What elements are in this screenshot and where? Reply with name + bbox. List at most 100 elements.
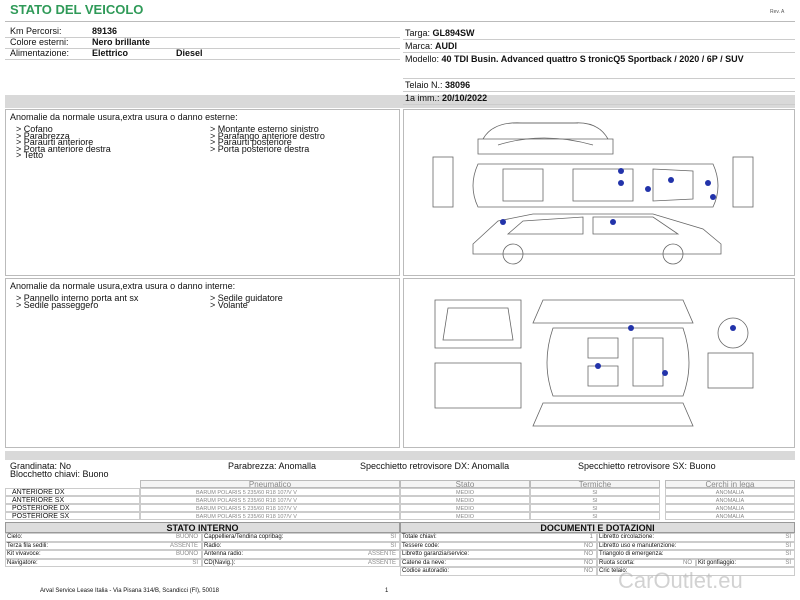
- cell-value: NO: [584, 559, 593, 566]
- page-number: 1: [385, 588, 389, 594]
- cell-label: Radio:: [204, 542, 222, 549]
- cell-label: Navigatore:: [7, 559, 38, 566]
- check: Blocchetto chiavi: Buono: [10, 469, 109, 479]
- info-value: Nero brillante: [92, 37, 151, 47]
- info-value: Elettrico: [92, 48, 129, 58]
- cell-value: NO: [584, 568, 593, 574]
- cell-value: ASSENTE: [169, 542, 198, 549]
- cell-box: [400, 550, 597, 559]
- tire-cell: SI: [530, 488, 660, 496]
- cell-label: Kit vivavoce:: [7, 551, 41, 557]
- cell-value: ASSENTE: [367, 551, 396, 557]
- tire-cell: MEDIO: [400, 488, 530, 496]
- cell-box: [5, 533, 202, 542]
- cell-label: Terza fila sedili:: [7, 542, 49, 549]
- tire-cell: BARUM POLARIS 5 235/60 R18 107/V V: [140, 512, 400, 520]
- damage-dot: [595, 363, 601, 369]
- interior-doors: [532, 299, 694, 427]
- list-item: > Parafango anteriore destro: [210, 130, 325, 141]
- check: Specchietto retrovisore SX: Buono: [578, 461, 716, 471]
- cell-value: SI: [785, 551, 791, 557]
- info-label: Targa:: [405, 28, 431, 38]
- tire-cell: SI: [530, 504, 660, 512]
- tire-cell: ANOMALIA: [665, 496, 795, 504]
- list-item: > Parabrezza: [16, 130, 70, 141]
- info-label: Colore esterni:: [10, 37, 69, 47]
- underline: [403, 104, 795, 105]
- car-side-right: [732, 156, 754, 208]
- car-rear: [497, 122, 594, 146]
- tire-cell: ANOMALIA: [665, 512, 795, 520]
- info-label: Telaio N.:: [405, 80, 443, 90]
- underline: [5, 37, 400, 38]
- section-title: Anomalie da normale usura,extra usura o …: [10, 281, 236, 291]
- tire-cell: ANOMALIA: [665, 504, 795, 512]
- cell-value: SI: [785, 534, 791, 540]
- info-label: Km Percorsi:: [10, 26, 62, 36]
- tire-cell: MEDIO: [400, 504, 530, 512]
- cell-box: [400, 533, 597, 542]
- table-title: STATO INTERNO: [5, 522, 400, 533]
- cell-value: BUONO: [175, 551, 198, 557]
- cell-value: BUONO: [175, 534, 198, 540]
- cell-box: [202, 541, 400, 550]
- list-item: > Porta posteriore destra: [210, 143, 310, 154]
- underline: [403, 91, 795, 92]
- check: Specchietto retrovisore DX: Anomalla: [360, 461, 510, 471]
- cell-box: [5, 558, 202, 567]
- tire-header: Pneumatico: [140, 480, 400, 489]
- cell-box: [5, 541, 202, 550]
- table-title: DOCUMENTI E DOTAZIONI: [400, 522, 795, 533]
- cell-box: [597, 550, 795, 559]
- info-value: GL894SW: [432, 28, 475, 38]
- section-title: Anomalie da normale usura,extra usura o …: [10, 112, 238, 122]
- car-side-left: [432, 156, 454, 208]
- cell-value: SI: [785, 559, 791, 566]
- list-item: > Paraurti posteriore: [210, 137, 292, 147]
- section-bar: [5, 451, 795, 460]
- cell-value: SI: [785, 542, 791, 549]
- tire-cell: BARUM POLARIS 5 235/60 R18 107/V V: [140, 488, 400, 496]
- cell-box: [400, 567, 597, 576]
- cell-label: Catene da neve:: [402, 559, 447, 566]
- cell-value: SI: [390, 542, 396, 549]
- underline: [5, 59, 400, 60]
- damage-dot: [618, 180, 624, 186]
- cell-box: [400, 558, 597, 567]
- exterior-diagram-box: [403, 109, 795, 276]
- info-value: AUDI: [435, 41, 458, 51]
- interior-list-box: [5, 278, 400, 448]
- cell-box: [597, 558, 696, 567]
- cell-label: Cric telaio:: [599, 568, 628, 574]
- tire-cell: ANOMALIA: [665, 488, 795, 496]
- info-value: Diesel: [176, 48, 203, 58]
- check: Parabrezza: Anomalla: [228, 461, 317, 471]
- list-item: > Porta anteriore destra: [16, 143, 111, 154]
- exterior-list-box: [5, 109, 400, 276]
- list-item: > Paraurti anteriore: [16, 137, 94, 147]
- cell-label: Ruota scorta:: [599, 559, 635, 566]
- tire-cell: MEDIO: [400, 496, 530, 504]
- damage-dot: [645, 186, 651, 192]
- cell-box: [597, 533, 795, 542]
- interior-front: [434, 299, 522, 349]
- cell-label: Libretto uso e manutenzione:: [599, 542, 677, 549]
- cell-label: Libretto circolazione:: [599, 534, 655, 540]
- cell-box: [597, 541, 795, 550]
- cell-label: Cappelliera/Tendina copribag:: [204, 534, 284, 540]
- cell-label: Libretto garanzia/service:: [402, 551, 470, 557]
- info-row: 1a imm.: 20/10/2022: [405, 92, 790, 105]
- cell-value: ASSENTE: [367, 559, 396, 566]
- car-top: [472, 163, 719, 208]
- info-row: Marca: AUDI: [405, 40, 790, 53]
- cell-label: Tessere code:: [402, 542, 440, 549]
- damage-dot: [668, 177, 674, 183]
- cell-value: NO: [584, 551, 593, 557]
- cell-box: [400, 541, 597, 550]
- info-label: Modello:: [405, 54, 440, 64]
- info-row: Targa: GL894SW: [405, 27, 790, 40]
- damage-dot: [610, 219, 616, 225]
- cell-value: NO: [584, 542, 593, 549]
- steering-wheel: [717, 317, 749, 349]
